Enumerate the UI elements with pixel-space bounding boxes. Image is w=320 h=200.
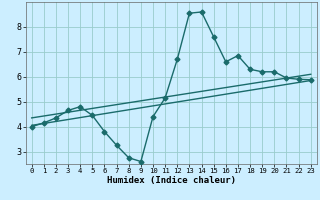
X-axis label: Humidex (Indice chaleur): Humidex (Indice chaleur) bbox=[107, 176, 236, 185]
